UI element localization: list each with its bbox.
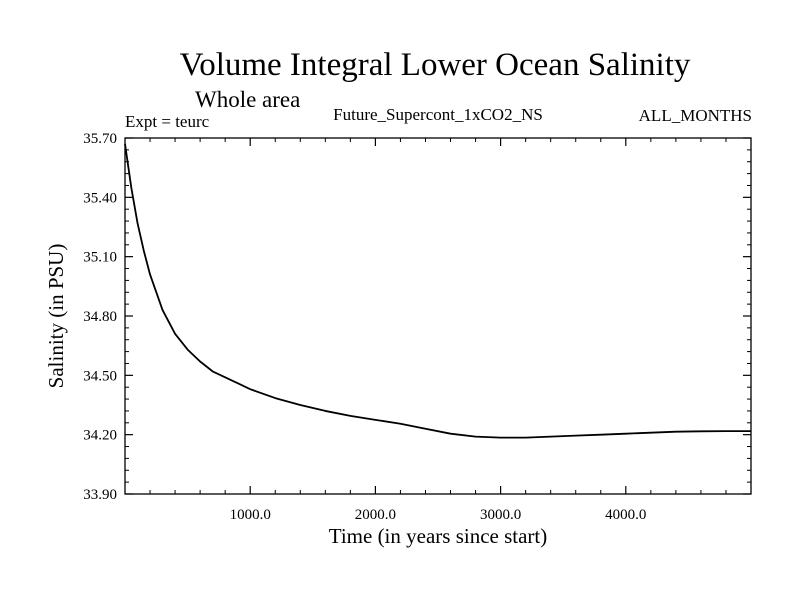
chart-subtitle: Whole area	[195, 87, 300, 112]
axis-ticks	[125, 137, 751, 495]
x-tick-label: 3000.0	[480, 507, 521, 523]
scenario-label: Future_Supercont_1xCO2_NS	[333, 105, 543, 124]
x-tick-labels: 1000.0 2000.0 3000.0 4000.0	[230, 507, 647, 523]
y-tick-label: 35.40	[83, 190, 117, 206]
months-label: ALL_MONTHS	[639, 106, 752, 125]
chart-title: Volume Integral Lower Ocean Salinity	[180, 47, 691, 83]
x-tick-label: 1000.0	[230, 507, 271, 523]
plot-frame	[124, 137, 752, 495]
y-tick-label: 34.50	[83, 368, 117, 384]
salinity-series-line	[124, 143, 751, 439]
y-tick-label: 34.80	[83, 309, 117, 325]
x-tick-label: 2000.0	[355, 507, 396, 523]
experiment-label: Expt = teurc	[125, 112, 210, 131]
y-tick-label: 35.10	[83, 250, 117, 266]
y-axis-label: Salinity (in PSU)	[44, 244, 68, 389]
x-tick-label: 4000.0	[605, 507, 646, 523]
x-axis-label: Time (in years since start)	[329, 524, 548, 548]
y-tick-label: 35.70	[83, 131, 117, 147]
y-tick-labels: 33.90 34.20 34.50 34.80 35.10 35.40 35.70	[83, 131, 117, 503]
y-tick-label: 33.90	[83, 487, 117, 503]
y-tick-label: 34.20	[83, 428, 117, 444]
